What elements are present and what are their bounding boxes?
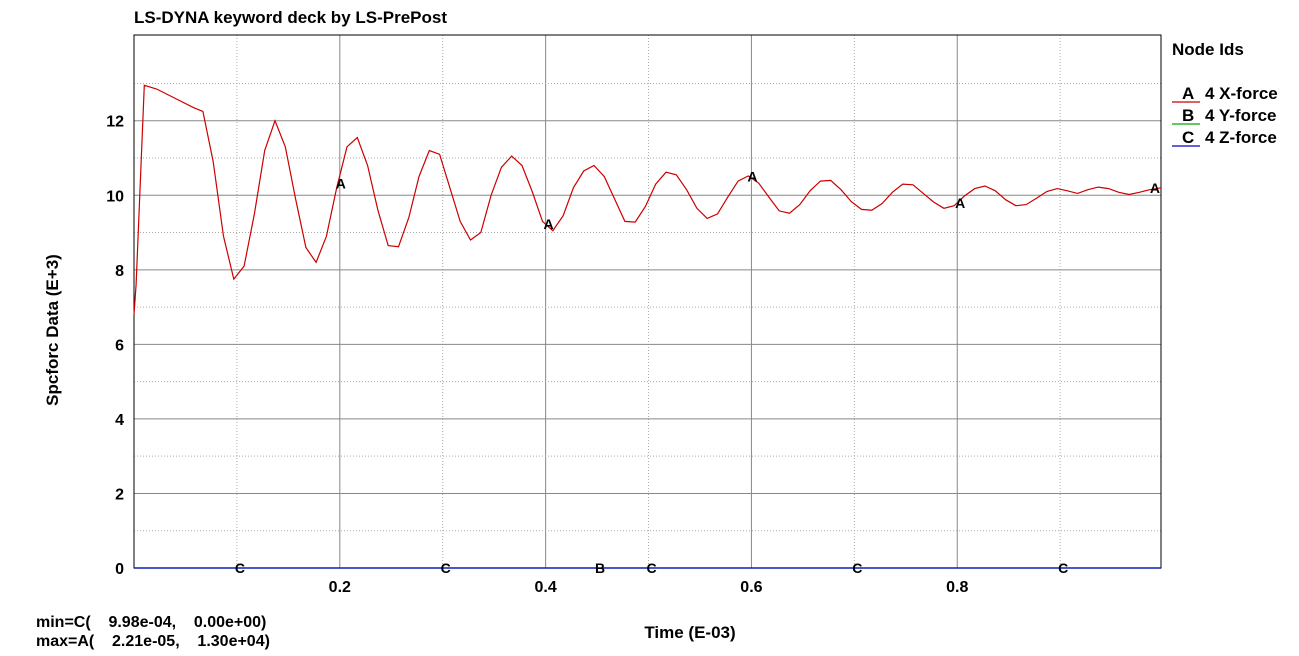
curve-marker-A: A (544, 216, 554, 232)
curve-marker-C: C (235, 560, 245, 576)
curve-markers: A A A A A B C C C C C (235, 169, 1160, 576)
y-tick-label: 6 (115, 337, 124, 354)
y-axis-label: Spcforc Data (E+3) (43, 254, 62, 406)
axis-ticks: 0.2 0.4 0.6 0.8 0 2 4 6 8 10 12 (106, 114, 968, 596)
curve-marker-C: C (441, 560, 451, 576)
y-tick-label: 2 (115, 486, 124, 503)
curve-marker-A: A (955, 195, 965, 211)
legend-label: 4 X-force (1205, 84, 1278, 103)
y-tick-label: 8 (115, 263, 124, 280)
min-readout: min=C( 9.98e-04, 0.00e+00) (36, 614, 266, 631)
y-tick-label: 10 (106, 188, 124, 205)
y-tick-label: 0 (115, 561, 124, 578)
curve-marker-A: A (747, 169, 757, 185)
chart-title: LS-DYNA keyword deck by LS-PrePost (134, 8, 447, 27)
series-group (133, 84, 1162, 569)
x-tick-label: 0.6 (740, 579, 762, 596)
legend-title: Node Ids (1172, 40, 1244, 59)
x-tick-label: 0.2 (329, 579, 351, 596)
grid (134, 35, 1161, 569)
x-tick-label: 0.4 (534, 579, 556, 596)
y-tick-label: 4 (115, 412, 124, 429)
curve-marker-A: A (336, 176, 346, 192)
curve-marker-B: B (595, 560, 605, 576)
x-axis-label: Time (E-03) (644, 623, 735, 642)
max-readout: max=A( 2.21e-05, 1.30e+04) (36, 633, 270, 650)
y-tick-label: 12 (106, 114, 124, 131)
legend-label: 4 Z-force (1205, 128, 1277, 147)
plot-area (133, 34, 1162, 569)
curve-marker-C: C (646, 560, 656, 576)
curve-marker-C: C (852, 560, 862, 576)
x-tick-label: 0.8 (946, 579, 968, 596)
legend-letter: C (1182, 128, 1194, 147)
curve-marker-C: C (1058, 560, 1068, 576)
legend: Node Ids A 4 X-force B 4 Y-force C 4 Z-force (1172, 40, 1278, 147)
legend-letter: B (1182, 106, 1194, 125)
curve-marker-A: A (1150, 180, 1160, 196)
legend-letter: A (1182, 84, 1194, 103)
series-line-A (133, 84, 1162, 315)
legend-label: 4 Y-force (1205, 106, 1277, 125)
